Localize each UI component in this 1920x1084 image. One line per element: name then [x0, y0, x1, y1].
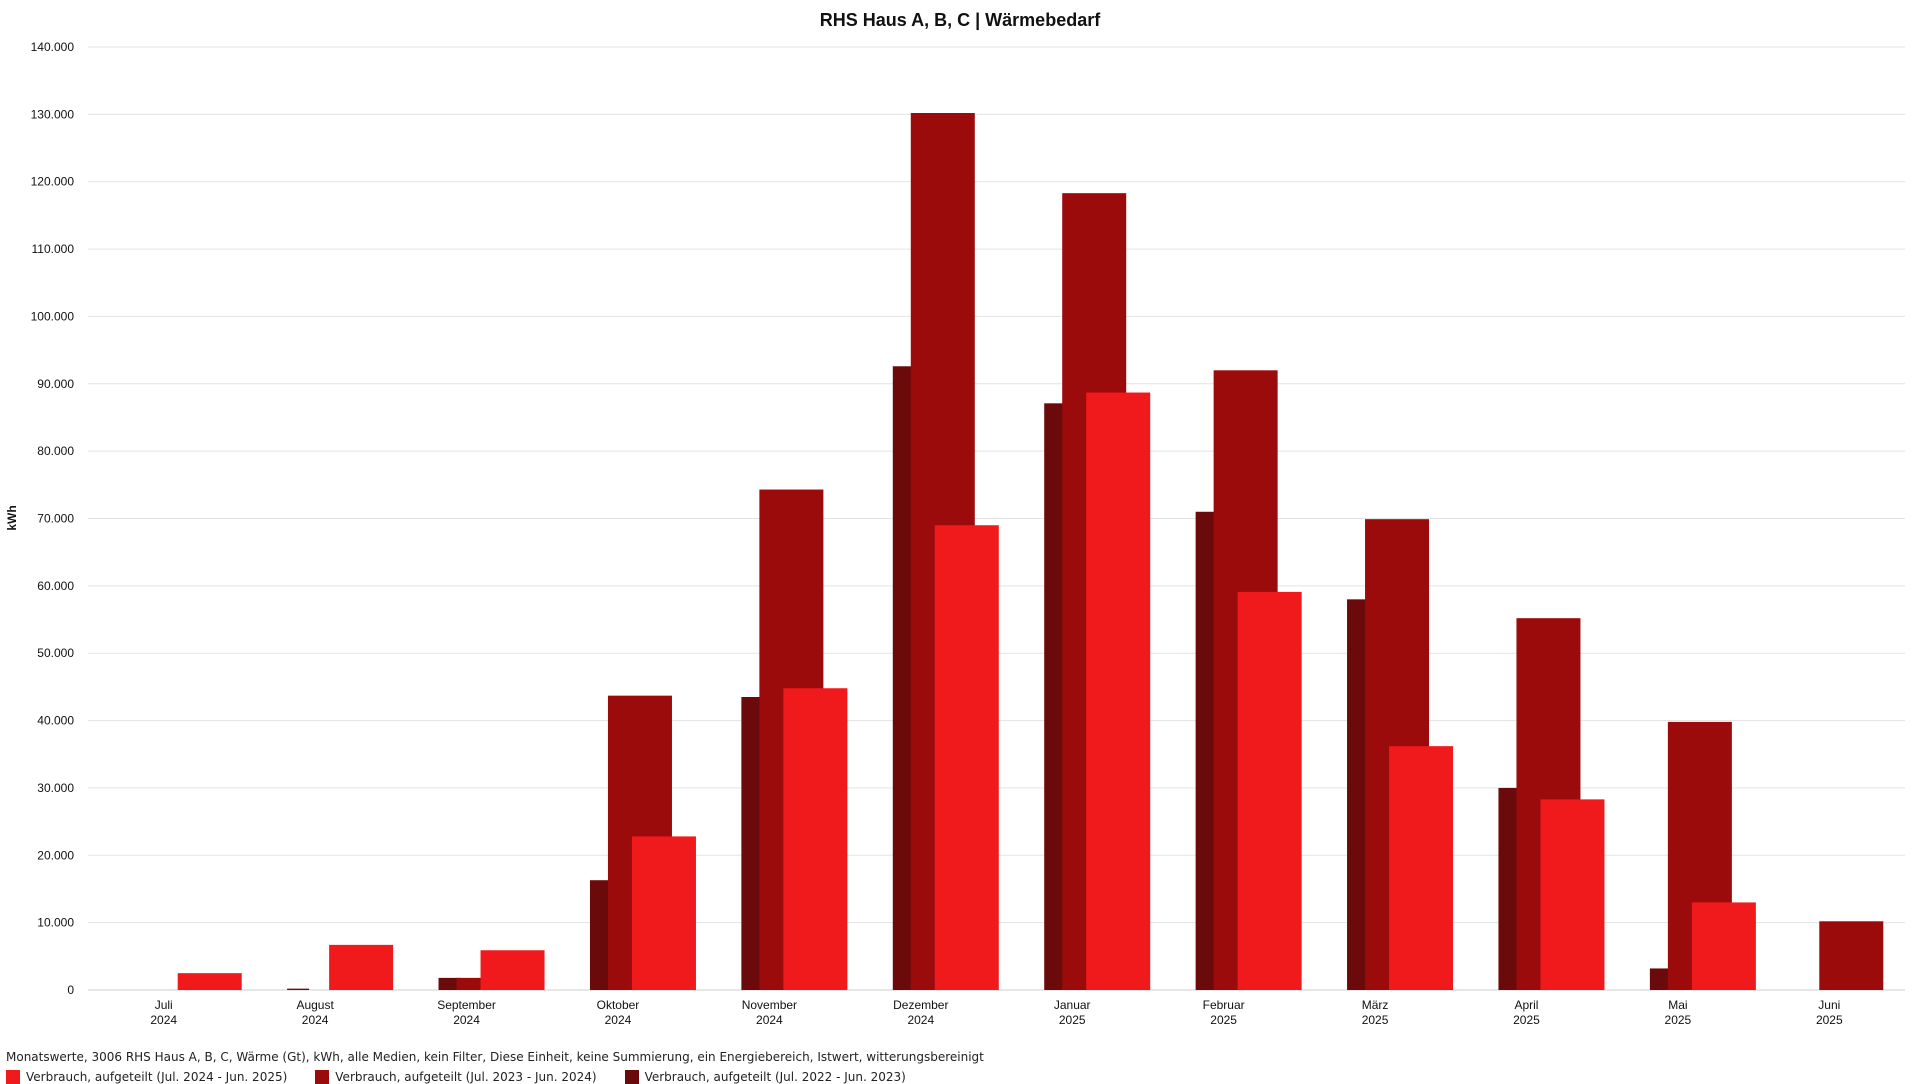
bar	[287, 988, 310, 990]
bar	[741, 696, 764, 990]
x-tick-month: September	[437, 998, 496, 1012]
y-tick-label: 120.000	[31, 175, 75, 189]
x-tick-month: Juni	[1818, 998, 1840, 1012]
legend-swatch	[6, 1070, 20, 1084]
x-tick-year: 2025	[1210, 1013, 1237, 1027]
x-tick-year: 2024	[756, 1013, 783, 1027]
x-tick-month: Februar	[1203, 998, 1245, 1012]
bar	[438, 977, 461, 990]
x-tick-month: November	[742, 998, 797, 1012]
x-tick-year: 2024	[907, 1013, 934, 1027]
x-tick-month: August	[296, 998, 334, 1012]
y-tick-label: 60.000	[37, 579, 74, 593]
chart-footer: Monatswerte, 3006 RHS Haus A, B, C, Wärm…	[6, 1050, 1906, 1084]
bar	[1649, 968, 1672, 990]
x-tick-year: 2024	[302, 1013, 329, 1027]
bar	[1498, 787, 1521, 990]
chart-area: RHS Haus A, B, C | Wärmebedarf kWh 0 10.0…	[5, 10, 1905, 1027]
legend: Verbrauch, aufgeteilt (Jul. 2024 - Jun. …	[6, 1070, 1906, 1084]
y-axis-ticks: 0 10.000 20.000 30.000 40.000 50.000 60.000 70.…	[31, 40, 75, 997]
chart-subtitle: Monatswerte, 3006 RHS Haus A, B, C, Wärm…	[6, 1050, 984, 1064]
x-tick-month: Januar	[1054, 998, 1091, 1012]
bar	[1819, 921, 1884, 990]
bar	[1086, 392, 1151, 991]
bar	[177, 973, 242, 990]
x-tick-month: Mai	[1668, 998, 1687, 1012]
bar	[329, 944, 394, 990]
y-tick-label: 140.000	[31, 40, 75, 54]
bar	[1347, 599, 1370, 990]
legend-item[interactable]: Verbrauch, aufgeteilt (Jul. 2023 - Jun. …	[315, 1070, 597, 1084]
x-tick-year: 2024	[150, 1013, 177, 1027]
x-tick-month: März	[1362, 998, 1389, 1012]
y-tick-label: 40.000	[37, 714, 74, 728]
bar	[1195, 511, 1218, 990]
legend-swatch	[315, 1070, 330, 1084]
y-tick-label: 50.000	[37, 646, 74, 660]
y-tick-label: 130.000	[31, 107, 75, 121]
legend-label: Verbrauch, aufgeteilt (Jul. 2024 - Jun. …	[26, 1070, 288, 1084]
chart-title: RHS Haus A, B, C | Wärmebedarf	[820, 10, 1101, 30]
y-tick-label: 110.000	[32, 242, 75, 256]
bar	[892, 366, 915, 991]
x-tick-year: 2025	[1513, 1013, 1540, 1027]
legend-label: Verbrauch, aufgeteilt (Jul. 2023 - Jun. …	[335, 1070, 597, 1084]
bar	[1237, 591, 1302, 990]
y-tick-label: 100.000	[31, 309, 75, 323]
y-tick-label: 0	[67, 983, 74, 997]
x-tick-year: 2025	[1665, 1013, 1692, 1027]
bar	[934, 525, 999, 990]
x-tick-year: 2025	[1059, 1013, 1086, 1027]
legend-label: Verbrauch, aufgeteilt (Jul. 2022 - Jun. …	[644, 1070, 906, 1084]
bars	[177, 113, 1884, 991]
y-tick-label: 70.000	[37, 512, 74, 526]
x-tick-year: 2024	[453, 1013, 480, 1027]
y-tick-label: 20.000	[37, 848, 74, 862]
legend-item[interactable]: Verbrauch, aufgeteilt (Jul. 2022 - Jun. …	[624, 1070, 906, 1084]
y-axis-label: kWh	[5, 505, 19, 530]
bar	[589, 880, 612, 990]
y-tick-label: 10.000	[37, 916, 74, 930]
bar	[631, 836, 696, 990]
legend-swatch	[624, 1070, 639, 1084]
x-tick-month: Dezember	[893, 998, 948, 1012]
x-tick-year: 2025	[1362, 1013, 1389, 1027]
x-tick-year: 2025	[1816, 1013, 1843, 1027]
y-tick-label: 80.000	[37, 444, 74, 458]
x-axis-ticks: Juli2024August2024September2024Oktober20…	[150, 998, 1843, 1027]
x-tick-month: April	[1514, 998, 1538, 1012]
bar	[1044, 403, 1067, 990]
legend-item[interactable]: Verbrauch, aufgeteilt (Jul. 2024 - Jun. …	[6, 1070, 287, 1084]
x-tick-month: Juli	[155, 998, 173, 1012]
bar	[1389, 746, 1454, 990]
bar	[1691, 902, 1756, 990]
y-tick-label: 90.000	[37, 377, 74, 391]
x-tick-month: Oktober	[597, 998, 640, 1012]
bar	[480, 950, 545, 990]
bar	[1540, 799, 1605, 990]
x-tick-year: 2024	[605, 1013, 632, 1027]
bar	[783, 688, 848, 990]
y-tick-label: 30.000	[37, 781, 74, 795]
